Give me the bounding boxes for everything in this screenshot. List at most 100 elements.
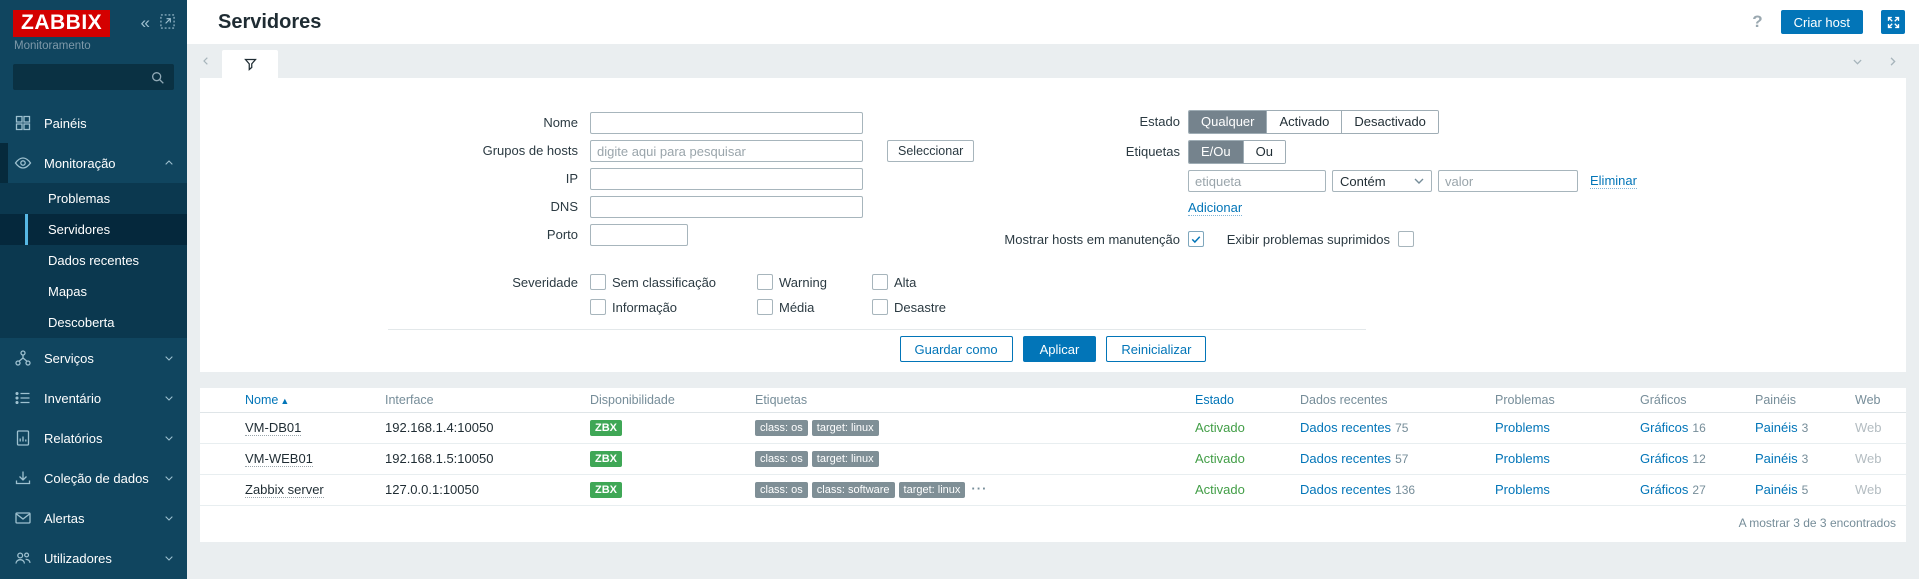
manutencao-label: Mostrar hosts em manutenção — [1004, 232, 1180, 247]
chevron-down-icon — [1414, 178, 1424, 184]
severity-checkbox-warning[interactable] — [757, 274, 773, 290]
sidebar-item-mapas[interactable]: Mapas — [48, 284, 88, 299]
web-disabled-label: Web — [1855, 420, 1882, 435]
zabbix-logo[interactable]: ZABBIX — [13, 10, 111, 37]
estado-segmented-control: Qualquer Activado Desactivado — [1188, 110, 1439, 134]
grupos-label: Grupos de hosts — [482, 143, 578, 158]
more-tags-button[interactable]: ··· — [971, 481, 988, 496]
collapse-sidebar-icon[interactable]: « — [140, 13, 150, 32]
tab-scroll-right-icon[interactable] — [1886, 55, 1899, 71]
aplicar-button[interactable]: Aplicar — [1022, 336, 1097, 362]
graficos-link[interactable]: Gráficos — [1640, 420, 1689, 435]
host-link[interactable]: VM-WEB01 — [245, 451, 313, 467]
porto-input[interactable] — [590, 224, 688, 246]
paineis-count: 5 — [1801, 483, 1809, 497]
ip-label: IP — [565, 171, 578, 186]
reinicializar-button[interactable]: Reinicializar — [1106, 336, 1207, 362]
etiquetas-option-eou[interactable]: E/Ou — [1189, 141, 1243, 163]
eliminar-link[interactable]: Eliminar — [1590, 173, 1637, 189]
graficos-link[interactable]: Gráficos — [1640, 482, 1689, 497]
estado-label: Estado — [1139, 114, 1180, 129]
problems-link[interactable]: Problems — [1495, 482, 1550, 497]
sidebar-search-input[interactable] — [14, 65, 173, 89]
sidebar-search[interactable] — [13, 64, 174, 90]
dados-recentes-link[interactable]: Dados recentes — [1300, 451, 1392, 466]
tag-name-input[interactable] — [1188, 170, 1326, 192]
manutencao-checkbox[interactable] — [1188, 231, 1204, 247]
column-header-interface: Interface — [385, 388, 590, 413]
dados-recentes-link[interactable]: Dados recentes — [1300, 482, 1392, 497]
zbx-availability-badge: ZBX — [590, 482, 622, 498]
paineis-link[interactable]: Painéis — [1755, 420, 1798, 435]
table-row: Zabbix server 127.0.0.1:10050 ZBX class:… — [200, 474, 1906, 506]
etiquetas-option-ou[interactable]: Ou — [1242, 141, 1285, 163]
grupos-input[interactable] — [590, 140, 863, 162]
sidebar-item-colecao-de-dados[interactable]: Coleção de dados — [0, 458, 187, 498]
sidebar-item-descoberta[interactable]: Descoberta — [48, 315, 115, 330]
severity-checkbox-sem-classificacao[interactable] — [590, 274, 606, 290]
nome-label: Nome — [543, 115, 578, 130]
sidebar-item-utilizadores[interactable]: Utilizadores — [0, 538, 187, 578]
severity-checkbox-desastre[interactable] — [872, 299, 888, 315]
dados-recentes-count: 57 — [1395, 452, 1409, 466]
dns-input[interactable] — [590, 196, 863, 218]
severity-checkbox-media[interactable] — [757, 299, 773, 315]
host-tag: target: linux — [811, 420, 879, 436]
filter-divider — [388, 329, 1366, 330]
severidade-label: Severidade — [512, 275, 578, 290]
sidebar-item-problemas[interactable]: Problemas — [48, 191, 111, 206]
tab-scroll-left-icon[interactable] — [200, 55, 212, 70]
filter-collapse-icon[interactable] — [1851, 55, 1864, 71]
sidebar-item-inventario[interactable]: Inventário — [0, 378, 187, 418]
sidebar-item-monitoracao[interactable]: Monitoração — [0, 143, 187, 183]
main-content: Servidores ? Criar host Nome Grupos de h… — [187, 0, 1919, 579]
severity-checkbox-informacao[interactable] — [590, 299, 606, 315]
guardar-como-button[interactable]: Guardar como — [899, 336, 1013, 362]
column-header-etiquetas: Etiquetas — [755, 388, 1195, 413]
column-header-web: Web — [1855, 388, 1906, 413]
check-icon — [1191, 236, 1201, 244]
dados-recentes-link[interactable]: Dados recentes — [1300, 420, 1392, 435]
sidebar-item-servicos[interactable]: Serviços — [0, 338, 187, 378]
help-icon[interactable]: ? — [1752, 12, 1763, 31]
estado-option-desactivado[interactable]: Desactivado — [1341, 111, 1438, 133]
kiosk-mode-button[interactable] — [1881, 10, 1905, 34]
host-link[interactable]: VM-DB01 — [245, 420, 302, 436]
chevron-up-icon — [163, 157, 175, 172]
sidebar-item-alertas[interactable]: Alertas — [0, 498, 187, 538]
sidebar-item-paineis[interactable]: Painéis — [0, 103, 187, 143]
estado-option-activado[interactable]: Activado — [1266, 111, 1342, 133]
seleccionar-button[interactable]: Seleccionar — [887, 140, 975, 162]
sidebar-item-servidores[interactable]: Servidores — [0, 214, 187, 245]
column-header-estado[interactable]: Estado — [1195, 392, 1234, 407]
problems-link[interactable]: Problems — [1495, 451, 1550, 466]
paineis-link[interactable]: Painéis — [1755, 451, 1798, 466]
chevron-down-icon — [163, 432, 175, 447]
ip-input[interactable] — [590, 168, 863, 190]
host-link[interactable]: Zabbix server — [245, 482, 324, 498]
filter-tab[interactable] — [222, 50, 278, 78]
chevron-down-icon — [163, 512, 175, 527]
sidebar-item-relatorios[interactable]: Relatórios — [0, 418, 187, 458]
suprimidos-checkbox[interactable] — [1398, 231, 1414, 247]
pin-sidebar-icon[interactable] — [160, 14, 175, 32]
paineis-link[interactable]: Painéis — [1755, 482, 1798, 497]
chevron-down-icon — [163, 552, 175, 567]
adicionar-link[interactable]: Adicionar — [1188, 200, 1243, 216]
sidebar-item-dados-recentes[interactable]: Dados recentes — [48, 253, 140, 268]
nome-input[interactable] — [590, 112, 863, 134]
create-host-button[interactable]: Criar host — [1780, 10, 1863, 34]
sidebar: ZABBIX « Monitoramento Painéis Monitoraç… — [0, 0, 187, 579]
chevron-down-icon — [163, 392, 175, 407]
tag-value-input[interactable] — [1438, 170, 1578, 192]
report-icon — [16, 430, 30, 446]
tag-operator-select[interactable]: Contém — [1332, 170, 1432, 192]
graficos-count: 27 — [1692, 483, 1706, 497]
host-status: Activado — [1195, 482, 1245, 497]
graficos-link[interactable]: Gráficos — [1640, 451, 1689, 466]
problems-link[interactable]: Problems — [1495, 420, 1550, 435]
estado-option-qualquer[interactable]: Qualquer — [1189, 111, 1267, 133]
severity-checkbox-alta[interactable] — [872, 274, 888, 290]
column-header-nome[interactable]: Nome — [245, 392, 279, 407]
host-interface: 192.168.1.4:10050 — [385, 412, 590, 444]
